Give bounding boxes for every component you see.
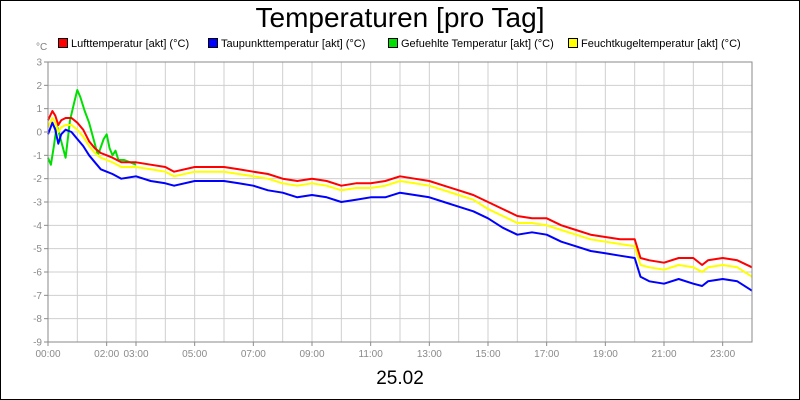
x-tick-label: 19:00 [593,349,618,360]
y-tick-label: 0 [36,128,42,139]
x-tick-label: 05:00 [182,349,207,360]
series-lines [47,89,753,292]
legend-label: Lufttemperatur [akt] (°C) [71,38,190,50]
x-tick-label: 13:00 [417,349,442,360]
y-tick-label: 2 [36,81,42,92]
legend-swatch [568,38,578,48]
y-tick-label: -4 [33,221,42,232]
plot-border [47,61,753,343]
chart-title: Temperaturen [pro Tag] [255,2,545,33]
y-tick-label: -5 [33,244,42,255]
x-tick-label: 07:00 [241,349,266,360]
legend-label: Feuchtkugeltemperatur [akt] (°C) [581,38,741,50]
legend-item: Lufttemperatur [akt] (°C) [58,38,189,50]
legend-label: Taupunkttemperatur [akt] (°C) [221,38,366,50]
legend-item: Gefuehlte Temperatur [akt] (°C) [388,38,554,50]
y-tick-label: -9 [33,338,42,349]
date-label: 25.02 [376,368,424,389]
legend-swatch [208,38,218,48]
x-tick-label: 09:00 [299,349,324,360]
series-line-2 [47,121,753,292]
legend-label: Gefuehlte Temperatur [akt] (°C) [401,38,554,50]
series-line-1 [47,110,753,269]
y-tick-label: -3 [33,198,42,209]
y-tick-label: 1 [36,104,42,115]
y-tick-label: -2 [33,174,42,185]
x-tick-label: 21:00 [651,349,676,360]
x-tick-label: 15:00 [475,349,500,360]
y-tick-label: -6 [33,268,42,279]
axes: 3 2 1 0 -1 -2 -3 -4 -5 -6 -7 -8 -900:00 02:00 03:00 05:… [33,58,753,360]
y-tick-label: -8 [33,314,42,325]
legend-swatch [388,38,398,48]
x-tick-label: 02:00 [94,349,119,360]
series-line-4 [47,117,753,278]
x-tick-label: 23:00 [710,349,735,360]
y-tick-label: 3 [36,58,42,69]
grid [47,61,753,343]
x-tick-label: 11:00 [359,349,384,360]
y-tick-label: -1 [33,151,42,162]
y-axis-unit-label: °C [36,42,48,53]
x-tick-label: 03:00 [123,349,148,360]
x-tick-label: 00:00 [35,349,60,360]
y-tick-label: -7 [33,291,42,302]
x-tick-label: 17:00 [534,349,559,360]
legend-item: Taupunkttemperatur [akt] (°C) [208,38,365,50]
legend-item: Feuchtkugeltemperatur [akt] (°C) [568,38,741,50]
legend-swatch [58,38,68,48]
